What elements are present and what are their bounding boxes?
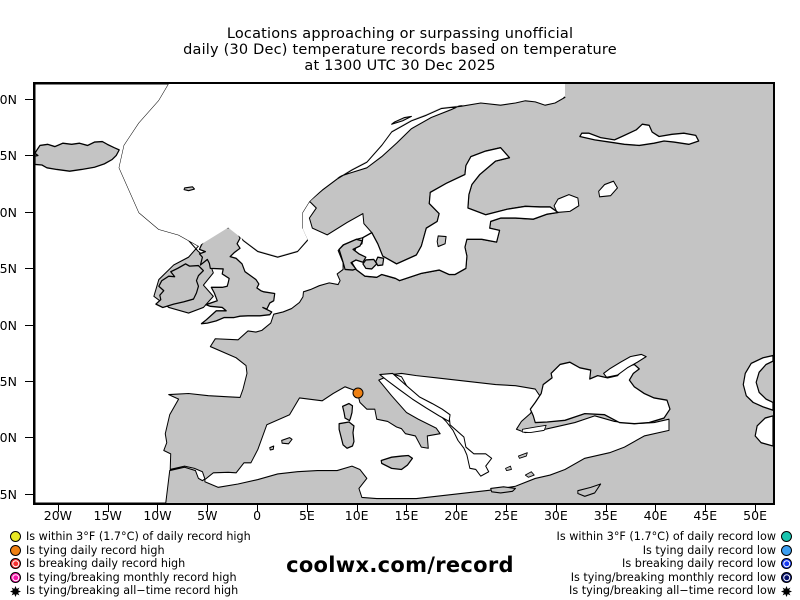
x-axis-tick-label: 40E	[643, 508, 668, 523]
circle-marker-icon	[10, 531, 21, 543]
y-axis-tick-mark	[25, 268, 33, 270]
y-axis-tick-label: 35N	[0, 486, 17, 502]
legend-item-label: Is breaking daily record high	[26, 557, 186, 571]
circle-ring-marker-icon	[781, 558, 792, 570]
chart-title: Locations approaching or surpassing unof…	[0, 26, 800, 74]
x-axis-tick-mark	[655, 505, 657, 512]
legend-item-label: Is within 3°F (1.7°C) of daily record lo…	[556, 530, 776, 543]
x-axis-tick-mark	[257, 505, 259, 512]
legend-record-low: Is within 3°F (1.7°C) of daily record lo…	[557, 530, 792, 598]
x-axis-tick-mark	[356, 505, 358, 512]
x-axis-tick-mark	[406, 505, 408, 512]
circle-ring-marker-icon	[10, 572, 21, 584]
circle-marker-icon	[781, 531, 792, 543]
x-axis-tick-label: 10W	[143, 508, 172, 523]
x-axis-tick-label: 45E	[693, 508, 718, 523]
legend-item-label: Is tying/breaking all−time record low	[569, 584, 776, 598]
x-axis-tick-label: 20E	[444, 508, 469, 523]
station-record-marker[interactable]	[352, 387, 364, 399]
y-axis-tick-label: 60N	[0, 204, 17, 220]
legend-item: Is tying/breaking monthly record low	[557, 571, 792, 585]
y-axis-tick-mark	[25, 155, 33, 157]
legend-item: Is within 3°F (1.7°C) of daily record lo…	[557, 530, 792, 544]
x-axis-tick-label: 15W	[93, 508, 122, 523]
legend-item-label: Is breaking daily record low	[622, 557, 776, 571]
y-axis-tick-mark	[25, 493, 33, 495]
x-axis-tick-mark	[306, 505, 308, 512]
x-axis-tick-label: 15E	[394, 508, 419, 523]
legend-item-label: Is within 3°F (1.7°C) of daily record hi…	[26, 530, 251, 543]
x-axis-tick-label: 25E	[494, 508, 518, 523]
legend-item: Is tying/breaking monthly record high	[10, 571, 251, 585]
x-axis-tick-mark	[605, 505, 607, 512]
map-coastlines	[35, 84, 773, 503]
y-axis-tick-label: 45N	[0, 373, 17, 389]
legend-item: Is within 3°F (1.7°C) of daily record hi…	[10, 530, 251, 544]
y-axis-tick-label: 65N	[0, 148, 17, 164]
legend-item: Is tying daily record high	[10, 544, 251, 558]
legend-item: Is tying daily record low	[557, 544, 792, 558]
x-axis-tick-mark	[456, 505, 458, 512]
x-axis-tick-mark	[755, 505, 757, 512]
legend-item-label: Is tying daily record high	[26, 543, 165, 557]
x-axis-tick-mark	[555, 505, 557, 512]
title-line-1: Locations approaching or surpassing unof…	[226, 26, 574, 42]
x-axis-tick-mark	[207, 505, 209, 512]
x-axis-tick-mark	[107, 505, 109, 512]
circle-marker-icon	[781, 544, 792, 556]
circle-ring-marker-icon	[781, 572, 792, 584]
x-axis-tick-label: 5E	[298, 508, 315, 523]
legend-item: Is tying/breaking all−time record high	[10, 584, 251, 598]
x-axis-tick-label: 50E	[743, 508, 767, 523]
y-axis-tick-mark	[25, 437, 33, 439]
title-line-3: at 1300 UTC 30 Dec 2025	[304, 58, 496, 74]
legend-item-label: Is tying daily record low	[642, 543, 776, 557]
y-axis-tick-mark	[25, 211, 33, 213]
x-axis-tick-label: 10E	[344, 508, 369, 523]
y-axis-tick-label: 40N	[0, 430, 17, 446]
legend-item: Is breaking daily record low	[557, 557, 792, 571]
x-axis-tick-mark	[57, 505, 59, 512]
circle-ring-marker-icon	[10, 558, 21, 570]
x-axis-tick-label: 0	[253, 508, 262, 523]
map-plot-area[interactable]	[33, 82, 775, 505]
legend-item-label: Is tying/breaking monthly record high	[26, 570, 237, 584]
y-axis-tick-label: 55N	[0, 261, 17, 277]
starburst-marker-icon	[781, 585, 792, 597]
circle-marker-icon	[10, 544, 21, 556]
legend-item-label: Is tying/breaking monthly record low	[570, 570, 776, 584]
x-axis-tick-mark	[705, 505, 707, 512]
x-axis-tick-label: 20W	[43, 508, 73, 523]
y-axis-tick-label: 70N	[0, 91, 17, 107]
title-line-2: daily (30 Dec) temperature records based…	[183, 42, 617, 58]
landmass-group	[35, 84, 773, 503]
legend-item: Is breaking daily record high	[10, 557, 251, 571]
y-axis-tick-label: 50N	[0, 317, 17, 333]
y-axis-tick-mark	[25, 380, 33, 382]
x-axis-tick-mark	[506, 505, 508, 512]
x-axis-tick-mark	[157, 505, 159, 512]
site-brand[interactable]: coolwx.com/record	[286, 553, 514, 577]
legend-record-high: Is within 3°F (1.7°C) of daily record hi…	[10, 530, 251, 598]
x-axis-tick-label: 5W	[197, 508, 218, 523]
y-axis-tick-mark	[25, 324, 33, 326]
y-axis-tick-mark	[25, 98, 33, 100]
legend-item-label: Is tying/breaking all−time record high	[26, 584, 239, 598]
legend-item: Is tying/breaking all−time record low	[557, 584, 792, 598]
starburst-marker-icon	[10, 585, 21, 597]
x-axis-tick-label: 35E	[593, 508, 618, 523]
x-axis-tick-label: 30E	[543, 508, 568, 523]
